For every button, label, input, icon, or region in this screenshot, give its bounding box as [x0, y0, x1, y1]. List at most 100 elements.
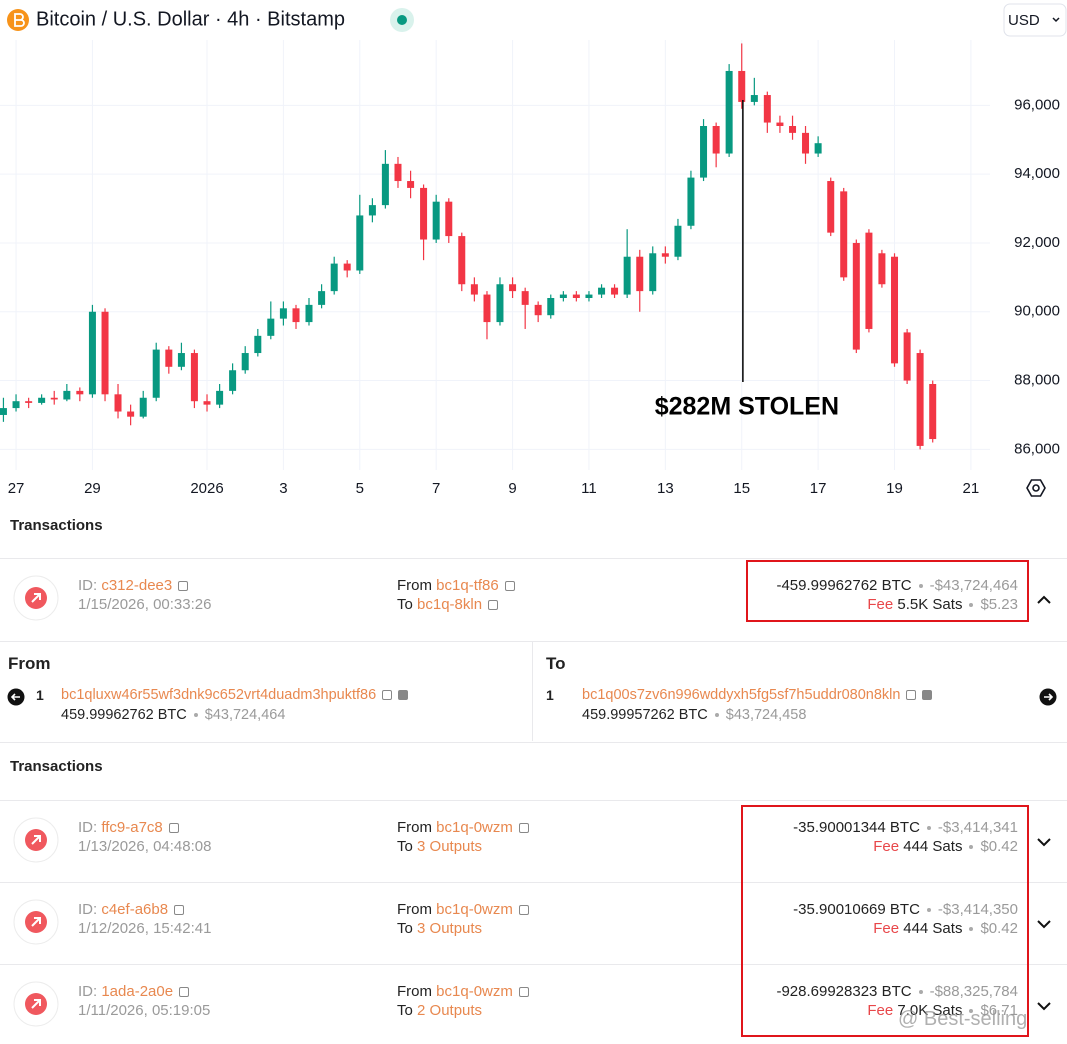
candle-body: [598, 287, 606, 295]
candle-body: [0, 408, 7, 415]
candle-body: [470, 284, 478, 295]
expand-toggle[interactable]: [1036, 836, 1052, 848]
copy-icon[interactable]: [504, 581, 515, 592]
candle-body: [509, 284, 517, 292]
chevron: [1037, 595, 1051, 604]
detail-amount: 459.99962762 BTC $43,724,464: [61, 707, 285, 723]
candle-body: [738, 70, 746, 102]
copy-icon[interactable]: [906, 690, 917, 701]
amount: 459.99962762 BTC: [61, 707, 187, 723]
amount-usd: -$3,414,350: [937, 901, 1018, 918]
address[interactable]: bc1qluxw46r55wf3dnk9c652vrt4duadm3hpuktf…: [61, 687, 377, 703]
separator: [193, 713, 198, 718]
amount-usd: -$43,724,464: [929, 577, 1018, 594]
candle-body: [585, 294, 593, 298]
amount: -459.99962762 BTC: [776, 577, 912, 594]
y-tick-label: 86,000: [1014, 440, 1060, 457]
copy-icon[interactable]: [518, 987, 529, 998]
nav-button[interactable]: [7, 688, 25, 706]
to-address[interactable]: 3 Outputs: [417, 920, 483, 937]
divider: [0, 742, 1067, 743]
fee: 7.0K Sats: [897, 1002, 963, 1019]
chevron: [1037, 920, 1051, 929]
fee-label: Fee: [873, 838, 900, 855]
detail-title: From: [8, 654, 51, 673]
expand-toggle[interactable]: [1036, 1000, 1052, 1012]
candle-body: [177, 353, 185, 367]
explorer-icon[interactable]: [922, 690, 933, 701]
to-address[interactable]: 2 Outputs: [417, 1002, 483, 1019]
nav-button[interactable]: [1039, 688, 1057, 706]
candle-body: [903, 332, 911, 381]
candle-body: [356, 215, 364, 271]
tx-from: From bc1q-0wzm: [397, 900, 529, 919]
candle-body: [891, 256, 899, 364]
candle-body: [241, 353, 249, 371]
icon-arrow: [31, 999, 41, 1009]
tx-id[interactable]: 1ada-2a0e: [101, 983, 174, 1000]
candle-body: [623, 256, 631, 295]
candle-body: [547, 298, 555, 316]
tx-id-line: ID: ffc9-a7c8: [78, 818, 179, 837]
chart-title: Bitcoin / U.S. Dollar · 4h · Bitstamp: [36, 8, 345, 30]
tx-id[interactable]: c4ef-a6b8: [101, 901, 169, 918]
column-divider: [532, 641, 533, 741]
expand-toggle[interactable]: [1036, 918, 1052, 930]
copy-icon[interactable]: [382, 690, 393, 701]
candle-body: [814, 143, 822, 154]
separator: [969, 927, 974, 932]
expand-toggle[interactable]: [1036, 594, 1052, 606]
candle-body: [139, 397, 147, 417]
to-address[interactable]: 3 Outputs: [417, 838, 483, 855]
from-address[interactable]: bc1q-tf86: [436, 577, 499, 594]
separator: [926, 826, 931, 831]
copy-icon[interactable]: [488, 600, 499, 611]
to-address[interactable]: bc1q-8kln: [417, 596, 483, 613]
copy-icon[interactable]: [518, 823, 529, 834]
candle-body: [649, 253, 657, 292]
copy-icon[interactable]: [178, 581, 189, 592]
copy-icon[interactable]: [518, 905, 529, 916]
from-address[interactable]: bc1q-0wzm: [436, 819, 513, 836]
tx-id[interactable]: c312-dee3: [101, 577, 173, 594]
tx-id-line: ID: c4ef-a6b8: [78, 900, 185, 919]
currency-label[interactable]: USD: [1008, 12, 1040, 29]
from-address[interactable]: bc1q-0wzm: [436, 983, 513, 1000]
candle-body: [76, 390, 84, 395]
candle-body: [38, 397, 46, 403]
from-label: From: [397, 901, 432, 918]
candle-body: [432, 201, 440, 240]
copy-icon[interactable]: [174, 905, 185, 916]
annotation-text: $282M STOLEN: [655, 393, 839, 421]
divider: [0, 964, 1067, 965]
settings-icon[interactable]: [1026, 479, 1046, 497]
address[interactable]: bc1q00s7zv6n996wddyxh5fg5sf7h5uddr080n8k…: [582, 687, 901, 703]
candle-body: [127, 411, 135, 417]
tx-amount: -459.99962762 BTC -$43,724,464: [776, 576, 1018, 595]
tx-fee: Fee 5.5K Sats $5.23: [867, 595, 1018, 614]
separator: [918, 584, 923, 589]
separator: [918, 990, 923, 995]
tx-icon: [13, 575, 59, 621]
candle-body: [763, 95, 771, 123]
tx-to: To 3 Outputs: [397, 837, 482, 856]
candle-body: [394, 163, 402, 182]
candle-body: [712, 126, 720, 154]
candle-body: [521, 291, 529, 305]
currency-select[interactable]: [1003, 3, 1067, 37]
id-label: ID:: [78, 577, 98, 594]
candle-body: [152, 349, 160, 398]
candle-body: [878, 253, 886, 285]
detail-title: To: [546, 654, 566, 673]
highlight-box: [741, 805, 1029, 1037]
chart: Bitcoin / U.S. Dollar · 4h · Bitstamp US…: [0, 3, 1067, 497]
x-tick-label: 15: [733, 480, 750, 497]
copy-icon[interactable]: [179, 987, 190, 998]
tx-id[interactable]: ffc9-a7c8: [101, 819, 163, 836]
fee: 444 Sats: [903, 920, 963, 937]
from-address[interactable]: bc1q-0wzm: [436, 901, 513, 918]
explorer-icon[interactable]: [398, 690, 409, 701]
detail-address: bc1q00s7zv6n996wddyxh5fg5sf7h5uddr080n8k…: [582, 687, 933, 703]
copy-icon[interactable]: [168, 823, 179, 834]
